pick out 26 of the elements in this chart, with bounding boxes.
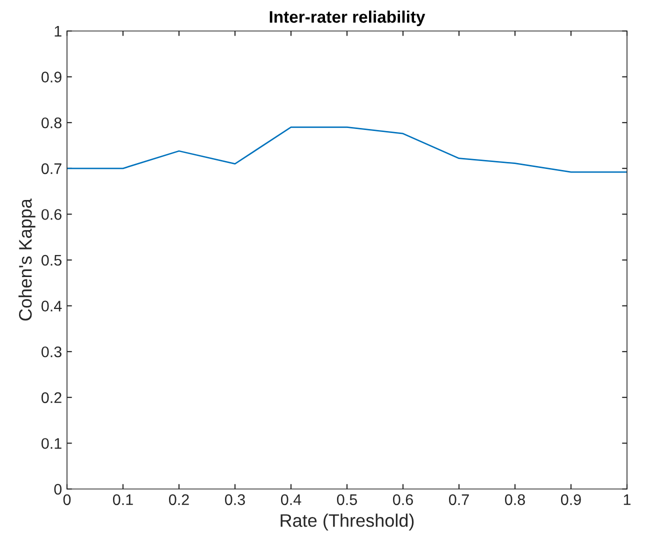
x-tick-label: 0.5 bbox=[336, 494, 357, 506]
y-tick-label: 1 bbox=[54, 26, 62, 37]
x-axis-title: Rate (Threshold) bbox=[280, 514, 414, 530]
x-tick-label: 0.2 bbox=[168, 494, 189, 506]
y-tick-label: 0 bbox=[54, 484, 62, 495]
x-tick-label: 0.7 bbox=[448, 494, 469, 506]
y-axis-title: Cohen's Kappa bbox=[18, 198, 36, 321]
y-tick-label: 0.8 bbox=[42, 117, 62, 128]
y-tick-label: 0.6 bbox=[42, 209, 62, 220]
x-tick-label: 0.4 bbox=[280, 494, 302, 506]
x-tick-label: 0.9 bbox=[560, 494, 581, 506]
x-tick-label: 0.6 bbox=[392, 494, 413, 506]
y-tick-label: 0.9 bbox=[42, 72, 62, 82]
x-tick-label: 0.1 bbox=[112, 494, 133, 506]
y-tick-label: 0.3 bbox=[42, 346, 62, 358]
y-tick-label: 0.5 bbox=[42, 254, 62, 266]
x-tick-label: 1 bbox=[624, 494, 631, 505]
x-tick-label: 0 bbox=[63, 494, 71, 506]
y-tick-label: 0.2 bbox=[42, 392, 62, 404]
chart-title: Inter-rater reliability bbox=[270, 10, 426, 26]
y-tick-label: 0.1 bbox=[42, 438, 62, 449]
line-series bbox=[67, 126, 627, 173]
x-tick-label: 0.3 bbox=[224, 494, 245, 506]
y-tick-label: 0.4 bbox=[42, 300, 62, 312]
x-tick-label: 0.8 bbox=[504, 494, 525, 506]
y-tick-label: 0.7 bbox=[42, 163, 62, 174]
